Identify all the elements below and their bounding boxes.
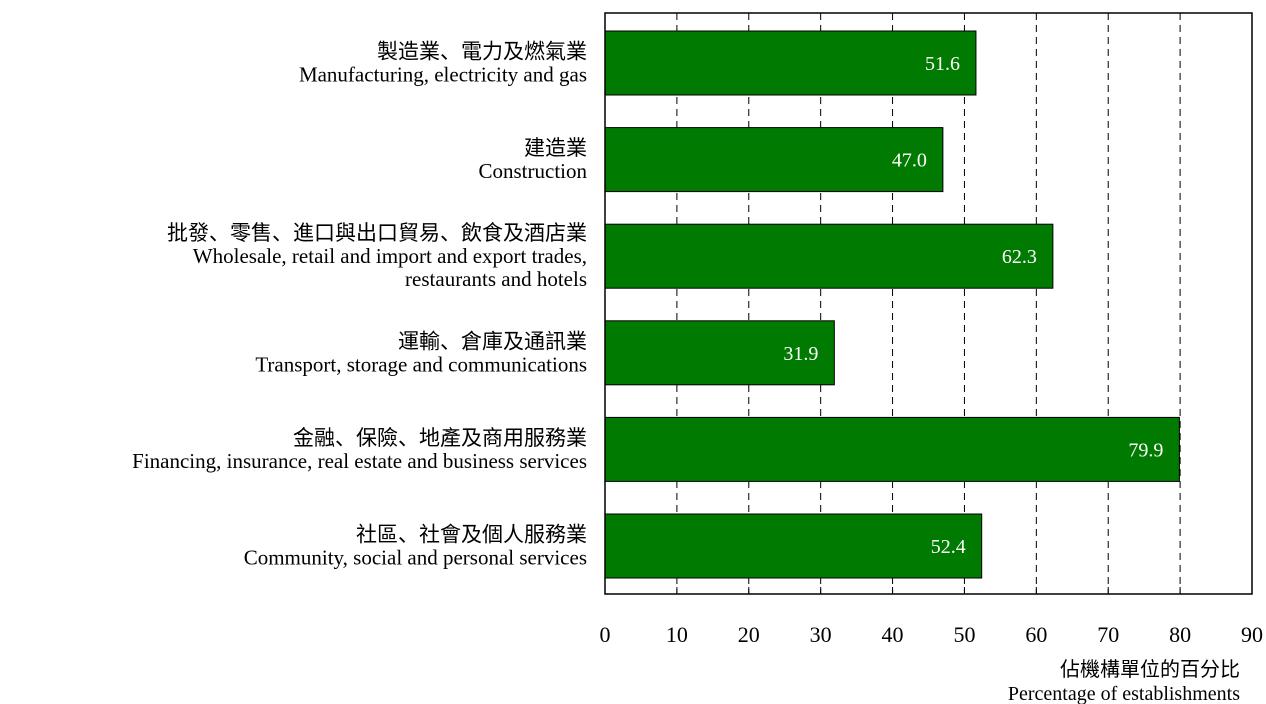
bar [604, 223, 1054, 289]
bar-value-label: 62.3 [1002, 246, 1037, 268]
bar-value-label: 47.0 [892, 150, 927, 172]
bars: 51.6 47.0 62.3 31.9 79.9 52.4 [604, 30, 1180, 579]
x-tick-label: 30 [810, 622, 832, 647]
bar-value-label: 52.4 [931, 536, 966, 558]
bar [604, 416, 1180, 482]
x-tick-label: 40 [882, 622, 904, 647]
bar [604, 320, 835, 386]
category-label-en: Transport, storage and communications [255, 352, 587, 376]
x-tick-label: 0 [600, 622, 611, 647]
category-label-zh: 建造業 [524, 136, 587, 160]
x-tick-label: 20 [738, 622, 760, 647]
x-axis-ticks: 0 10 20 30 40 50 60 70 80 90 [600, 587, 1263, 647]
category-label-zh: 運輸、倉庫及通訊業 [398, 329, 587, 353]
bar [604, 513, 983, 579]
category-label-en: Construction [479, 159, 588, 183]
bar-value-label: 31.9 [783, 343, 818, 365]
x-tick-label: 50 [953, 622, 975, 647]
bar-value-label: 79.9 [1128, 439, 1163, 461]
x-tick-label: 10 [666, 622, 688, 647]
bar-value-label: 51.6 [925, 53, 960, 75]
x-axis-title-en: Percentage of establishments [1008, 683, 1240, 704]
x-tick-label: 90 [1241, 622, 1263, 647]
category-label-en: Community, social and personal services [244, 546, 587, 570]
x-tick-label: 60 [1025, 622, 1047, 647]
x-tick-label: 70 [1097, 622, 1119, 647]
category-label-en: Wholesale, retail and import and export … [193, 244, 587, 268]
category-label-zh: 製造業、電力及燃氣業 [377, 40, 587, 64]
x-tick-label: 80 [1169, 622, 1191, 647]
bar [604, 30, 977, 96]
category-label-zh: 批發、零售、進口與出口貿易、飲食及酒店業 [167, 221, 587, 245]
bar [604, 127, 944, 193]
x-axis-title-zh: 佔機構單位的百分比 [1060, 658, 1240, 681]
category-label-en: Financing, insurance, real estate and bu… [132, 449, 587, 473]
category-label-en: restaurants and hotels [405, 267, 587, 291]
plot-frame [604, 12, 1253, 595]
category-label-en: Manufacturing, electricity and gas [299, 63, 587, 87]
category-label-zh: 社區、社會及個人服務業 [356, 523, 587, 547]
category-label-zh: 金融、保險、地產及商用服務業 [293, 426, 587, 450]
grid-lines [676, 13, 1181, 594]
